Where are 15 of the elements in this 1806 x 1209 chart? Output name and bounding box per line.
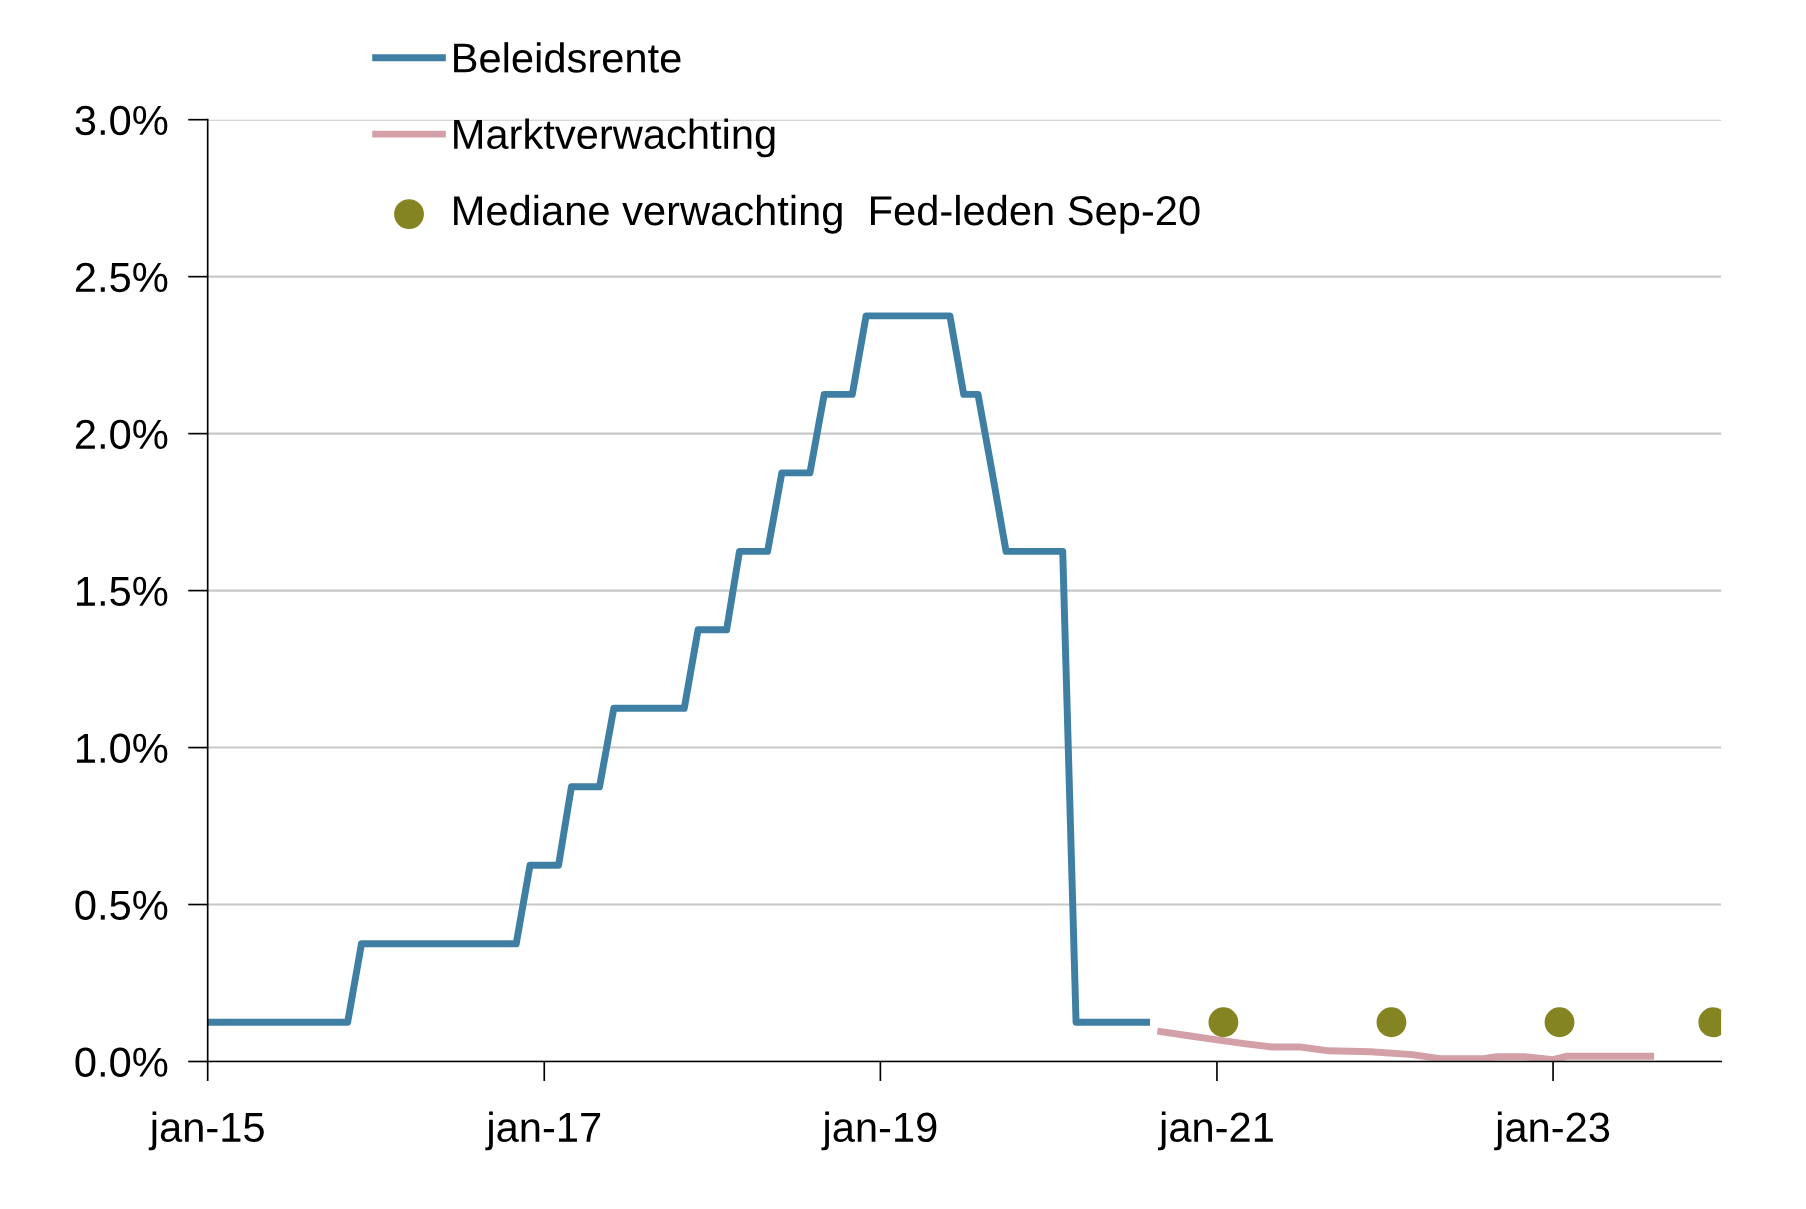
y-tick-label: 2.5% [75, 262, 168, 293]
x-tick-label: jan-19 [821, 1111, 937, 1151]
y-tick-label: 1.5% [77, 576, 168, 607]
x-tick-label: jan-23 [1494, 1111, 1610, 1151]
y-tick-label: 2.0% [75, 419, 168, 450]
x-tick-label: jan-17 [485, 1111, 601, 1151]
y-tick-label: 0.0% [75, 1047, 168, 1078]
y-tick-label: 0.5% [75, 890, 168, 921]
y-tick-label: 1.0% [77, 733, 168, 764]
y-tick-label: 3.0% [75, 105, 168, 136]
x-tick-label: jan-15 [148, 1111, 264, 1151]
legend-label: Beleidsrente [454, 42, 681, 73]
legend-label: Marktverwachting [454, 118, 775, 158]
legend-label: Mediane verwachting Fed-leden Sep-20 [454, 194, 1200, 234]
x-tick-label: jan-21 [1158, 1111, 1273, 1151]
